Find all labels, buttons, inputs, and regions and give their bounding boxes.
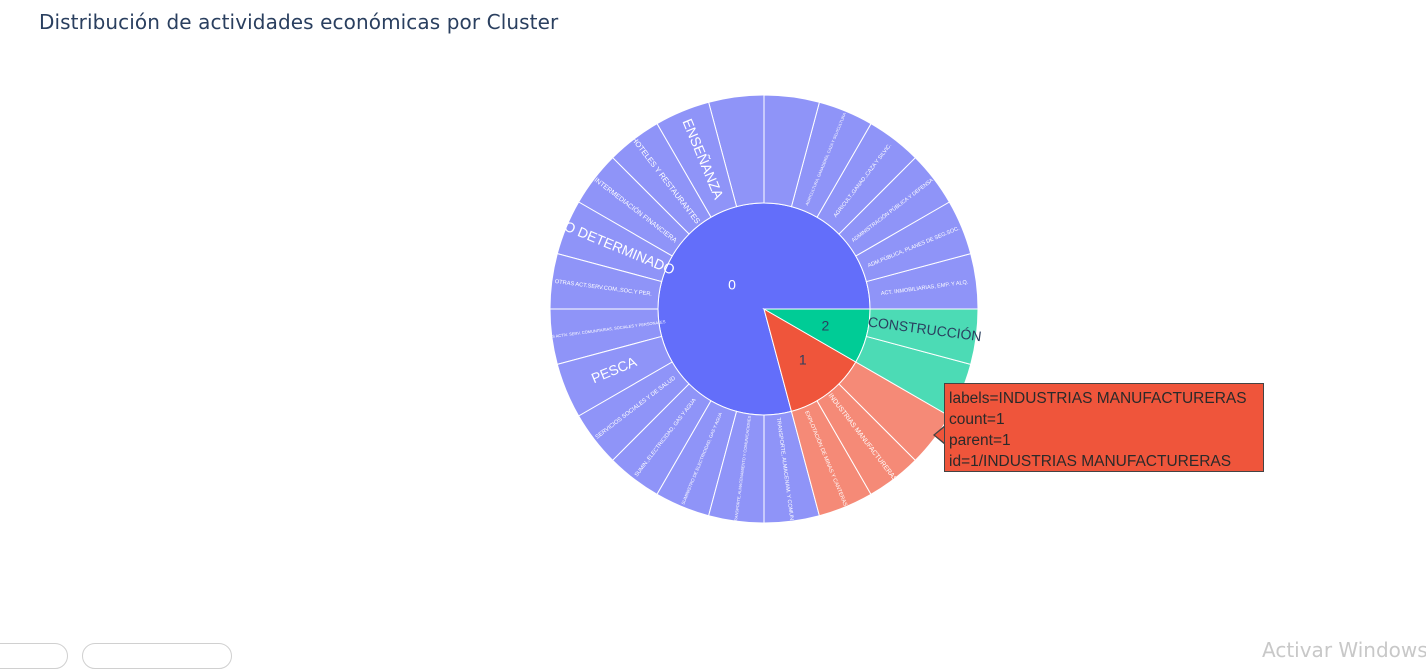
tooltip-parent: parent=1	[949, 432, 1011, 449]
leaf-slice-0-16[interactable]	[656, 400, 738, 517]
leaf-slice-2-0[interactable]	[855, 335, 972, 417]
leaf-slice-0-5[interactable]	[763, 94, 820, 208]
leaf-slice-1-0[interactable]	[790, 400, 872, 517]
leaf-slice-0-1[interactable]	[855, 201, 972, 283]
leaf-slice-0-6[interactable]	[708, 94, 765, 208]
leaf-slice-0-18[interactable]	[763, 410, 820, 524]
bottom-button-left[interactable]	[0, 643, 68, 669]
cluster-label-2: 2	[822, 317, 830, 333]
leaf-slice-0-12[interactable]	[549, 308, 663, 365]
leaf-slice-0-17[interactable]	[708, 410, 765, 524]
activate-windows-watermark: Activar Windows	[1262, 638, 1426, 662]
tooltip-labels: labels=INDUSTRIAS MANUFACTURERAS	[949, 390, 1247, 407]
leaf-slice-0-10[interactable]	[556, 201, 673, 283]
leaf-slice-0-4[interactable]	[790, 101, 872, 218]
tooltip-arrow-fill	[935, 426, 946, 444]
cluster-label-0: 0	[728, 276, 736, 292]
cluster-label-1: 1	[799, 351, 807, 367]
leaf-slice-0-14[interactable]	[577, 361, 690, 462]
leaf-slice-0-3[interactable]	[816, 122, 917, 235]
leaf-slice-0-2[interactable]	[838, 156, 951, 257]
leaf-slice-0-7[interactable]	[656, 101, 738, 218]
sunburst-chart[interactable]: 0 ACT. INMOBILIARIAS, EMP. Y ALQ.ADM.PÚBL…	[0, 0, 1426, 649]
leaf-slice-0-9[interactable]	[577, 156, 690, 257]
leaf-slice-0-11[interactable]	[549, 253, 663, 310]
leaf-slice-0-15[interactable]	[611, 383, 712, 496]
tooltip-id: id=1/INDUSTRIAS MANUFACTURERAS	[949, 453, 1232, 470]
leaf-slice-1-1[interactable]	[816, 383, 917, 496]
leaf-slice-0-8[interactable]	[611, 122, 712, 235]
hover-tooltip: labels=INDUSTRIAS MANUFACTURERAS count=1…	[944, 383, 1264, 472]
bottom-button-second[interactable]	[82, 643, 232, 669]
leaf-slice-2-1[interactable]	[865, 308, 979, 365]
tooltip-count: count=1	[949, 411, 1005, 428]
leaf-slice-0-13[interactable]	[556, 335, 673, 417]
chart-title: Distribución de actividades económicas p…	[39, 10, 559, 34]
